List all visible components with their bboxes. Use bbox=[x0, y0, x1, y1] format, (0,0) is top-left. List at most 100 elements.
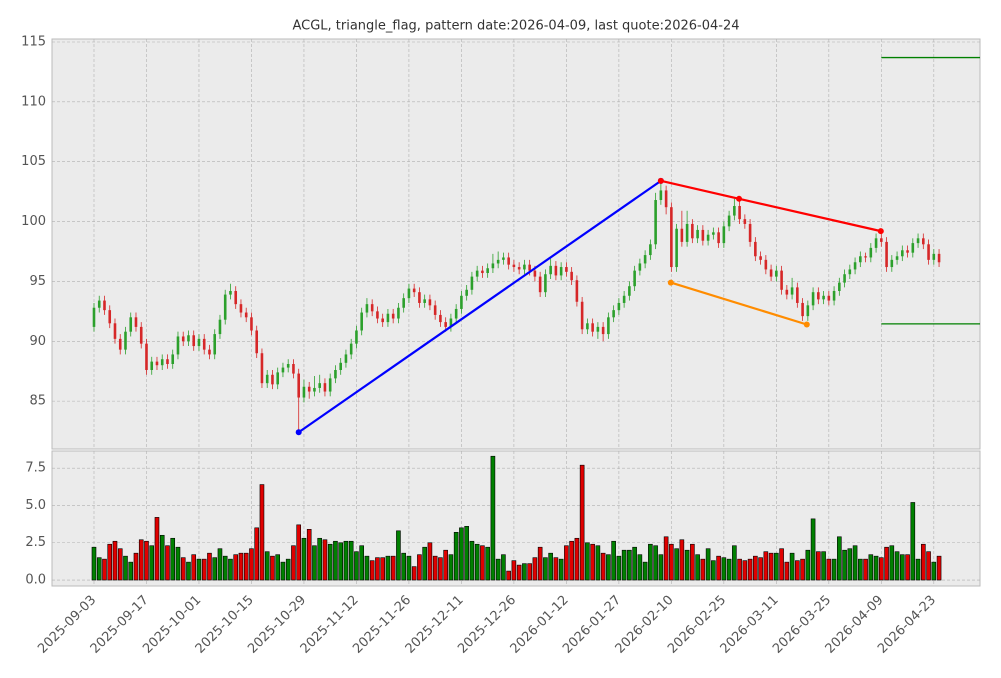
volume-bar bbox=[149, 545, 155, 581]
volume-bar bbox=[774, 552, 779, 581]
candle-body bbox=[922, 238, 925, 245]
volume-bar bbox=[795, 560, 800, 581]
overlay-point bbox=[667, 279, 674, 286]
volume-bar bbox=[406, 555, 412, 581]
price-panel bbox=[51, 38, 981, 450]
candle-body bbox=[292, 364, 295, 374]
volume-bar bbox=[821, 551, 826, 581]
candle-body bbox=[769, 269, 773, 277]
volume-bar bbox=[238, 552, 244, 581]
volume-bar bbox=[270, 555, 275, 581]
volume-bar bbox=[669, 543, 674, 581]
candle-body bbox=[486, 268, 489, 274]
volume-bar bbox=[165, 545, 170, 581]
candle-body bbox=[932, 253, 936, 260]
candle-body bbox=[664, 190, 668, 208]
volume-bar bbox=[705, 548, 711, 581]
candle-body bbox=[565, 267, 568, 272]
candle-body bbox=[596, 326, 600, 332]
volume-bar bbox=[380, 557, 385, 581]
volume-bar bbox=[175, 546, 181, 581]
volume-bar bbox=[432, 555, 438, 581]
volume-bar bbox=[889, 545, 895, 581]
volume-bar bbox=[611, 540, 616, 581]
volume-bar bbox=[674, 548, 679, 581]
volume-bar bbox=[228, 558, 233, 581]
candle-body bbox=[433, 305, 437, 315]
volume-bar bbox=[312, 545, 317, 581]
candle-body bbox=[460, 295, 463, 309]
candle-body bbox=[859, 256, 862, 263]
volume-bar bbox=[863, 558, 868, 581]
candle-body bbox=[927, 244, 930, 260]
candle-body bbox=[281, 367, 285, 373]
candle-body bbox=[916, 238, 920, 244]
candle-body bbox=[612, 310, 615, 318]
candle-body bbox=[811, 292, 815, 306]
candle-body bbox=[307, 386, 311, 392]
candle-body bbox=[680, 228, 684, 242]
candle-body bbox=[428, 299, 432, 306]
candle-body bbox=[643, 255, 647, 264]
candle-body bbox=[187, 335, 190, 342]
overlay-point bbox=[877, 228, 884, 235]
volume-bar bbox=[569, 540, 574, 581]
candle-body bbox=[260, 353, 264, 384]
candle-body bbox=[302, 386, 306, 398]
candle-body bbox=[365, 304, 369, 313]
candle-body bbox=[323, 383, 327, 392]
volume-bar bbox=[616, 555, 622, 581]
candle-body bbox=[444, 322, 447, 327]
volume-bar bbox=[553, 557, 559, 581]
candle-body bbox=[286, 364, 290, 368]
volume-bar bbox=[873, 555, 879, 581]
candle-body bbox=[402, 298, 405, 308]
candle-body bbox=[355, 330, 358, 344]
volume-bar bbox=[207, 552, 212, 581]
candle-body bbox=[139, 326, 143, 344]
candle-body bbox=[685, 223, 689, 242]
volume-bar bbox=[217, 548, 223, 581]
volume-bar bbox=[233, 554, 239, 581]
volume-bar bbox=[747, 558, 753, 581]
volume-bar bbox=[522, 563, 527, 581]
volume-bar bbox=[306, 529, 312, 581]
volume-bar bbox=[910, 502, 916, 581]
volume-bar bbox=[112, 540, 118, 581]
volume-bar bbox=[558, 558, 564, 581]
candle-body bbox=[124, 331, 127, 350]
candle-body bbox=[370, 304, 374, 312]
volume-bar bbox=[810, 518, 816, 581]
volume-bar bbox=[144, 540, 149, 581]
volume-bar bbox=[831, 558, 837, 581]
volume-bar bbox=[826, 558, 832, 581]
candle-body bbox=[717, 232, 720, 244]
volume-bar bbox=[191, 554, 197, 581]
y-tick-label: 100 bbox=[21, 214, 46, 229]
candle-body bbox=[780, 270, 783, 290]
volume-bar bbox=[327, 543, 333, 581]
candle-body bbox=[827, 295, 831, 301]
candle-body bbox=[407, 288, 411, 299]
volume-bar bbox=[879, 557, 884, 581]
candle-body bbox=[864, 256, 867, 258]
candle-body bbox=[197, 338, 201, 347]
candle-body bbox=[638, 263, 642, 271]
candle-body bbox=[580, 301, 584, 330]
volume-bar bbox=[621, 549, 627, 581]
candle-body bbox=[607, 317, 610, 335]
volume-bar bbox=[348, 540, 354, 581]
volume-bar bbox=[858, 558, 863, 581]
volume-bar bbox=[726, 558, 732, 581]
volume-bar bbox=[96, 557, 102, 581]
volume-bar bbox=[926, 551, 931, 581]
candle-body bbox=[722, 226, 726, 244]
candle-body bbox=[276, 372, 280, 385]
candle-body bbox=[712, 232, 715, 235]
y-tick-label: 105 bbox=[21, 154, 46, 169]
candle-body bbox=[134, 317, 138, 327]
candle-body bbox=[570, 271, 573, 281]
candle-body bbox=[559, 267, 563, 276]
volume-bar bbox=[333, 540, 338, 581]
volume-bar bbox=[653, 545, 658, 581]
